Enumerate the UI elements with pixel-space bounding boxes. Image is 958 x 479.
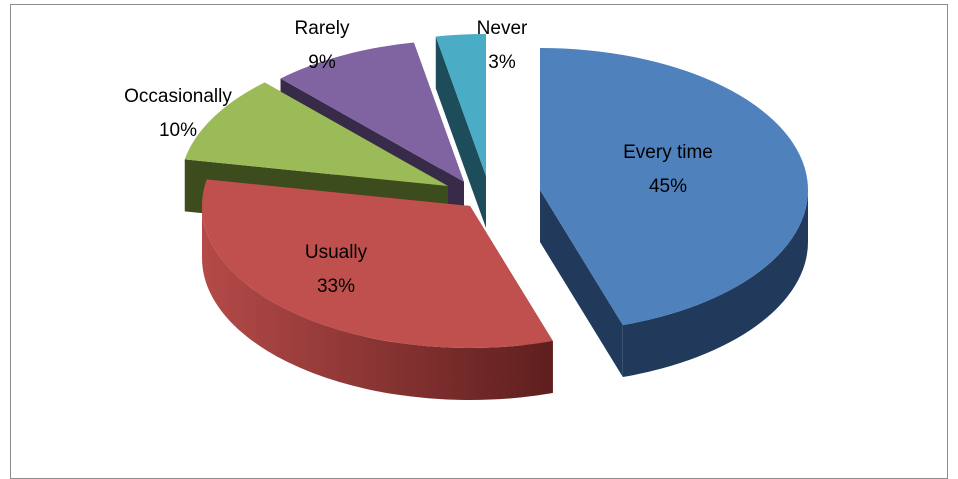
value-usually: 33% bbox=[317, 276, 355, 297]
slice-side-usually bbox=[201, 206, 553, 400]
slice-top-every-time bbox=[540, 48, 808, 326]
slice-usually bbox=[201, 179, 553, 400]
slice-top-rarely bbox=[280, 42, 464, 182]
value-occasionally: 10% bbox=[159, 120, 197, 141]
label-usually: Usually bbox=[305, 242, 368, 263]
slice-side-every-time bbox=[622, 190, 808, 378]
label-every-time: Every time bbox=[623, 142, 713, 163]
value-every-time: 45% bbox=[649, 176, 687, 197]
slice-top-occasionally bbox=[184, 82, 448, 186]
label-occasionally: Occasionally bbox=[124, 86, 232, 107]
slice-top-usually bbox=[202, 179, 553, 348]
slice-wall-never-0 bbox=[435, 36, 486, 228]
label-never: Never bbox=[477, 18, 528, 39]
label-rarely: Rarely bbox=[295, 18, 350, 39]
value-rarely: 9% bbox=[308, 52, 336, 73]
slice-top-never bbox=[435, 34, 486, 176]
slice-wall-every-time-1 bbox=[540, 190, 623, 378]
value-never: 3% bbox=[488, 52, 516, 73]
pie-chart: Every time 45% Usually 33% Occasionally 10% Ra… bbox=[124, 18, 808, 400]
slice-every-time bbox=[540, 48, 808, 378]
slice-never bbox=[435, 34, 486, 228]
